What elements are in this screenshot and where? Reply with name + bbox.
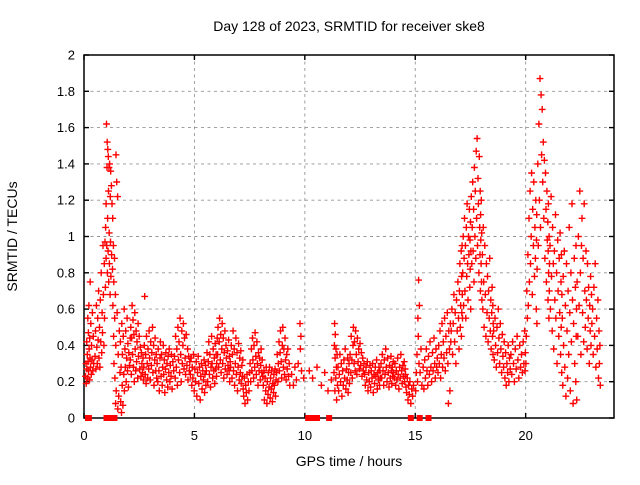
y-tick-label: 1.2	[57, 193, 75, 208]
y-tick-label: 1.6	[57, 120, 75, 135]
y-tick-label: 2	[68, 48, 75, 63]
zero-square-marker	[326, 415, 333, 421]
y-tick-label: 1.4	[57, 156, 75, 171]
y-tick-label: 0.4	[57, 338, 75, 353]
zero-square-marker	[85, 415, 92, 421]
tick-labels: 0 5 10 15 20 0 0.2 0.4 0.6 0.8 1 1.2 1.4 1.6 1.8 2	[57, 48, 533, 444]
zero-square-marker	[308, 415, 315, 421]
grid-lines	[84, 55, 614, 418]
zero-square-marker	[104, 415, 111, 421]
x-tick-label: 15	[408, 428, 422, 443]
plus-markers	[82, 75, 604, 416]
zero-square-marker	[416, 415, 423, 421]
zero-square-marker	[313, 415, 320, 421]
zero-flag-markers	[84, 415, 432, 421]
chart-title: Day 128 of 2023, SRMTID for receiver ske…	[213, 18, 485, 34]
y-axis-label: SRMTID / TECUs	[4, 181, 20, 291]
x-axis-label: GPS time / hours	[296, 453, 403, 469]
x-tick-label: 0	[80, 428, 87, 443]
zero-square-marker	[425, 415, 432, 421]
y-tick-label: 0	[68, 411, 75, 426]
x-tick-label: 20	[518, 428, 532, 443]
y-tick-label: 0.6	[57, 302, 75, 317]
plot-border	[83, 54, 615, 419]
x-tick-label: 5	[191, 428, 198, 443]
y-tick-label: 0.8	[57, 265, 75, 280]
zero-square-marker	[111, 415, 118, 421]
y-tick-label: 0.2	[57, 374, 75, 389]
y-tick-label: 1.8	[57, 84, 75, 99]
y-tick-label: 1	[68, 229, 75, 244]
scatter-points	[82, 75, 604, 416]
zero-square-marker	[407, 415, 414, 421]
x-tick-label: 10	[298, 428, 312, 443]
